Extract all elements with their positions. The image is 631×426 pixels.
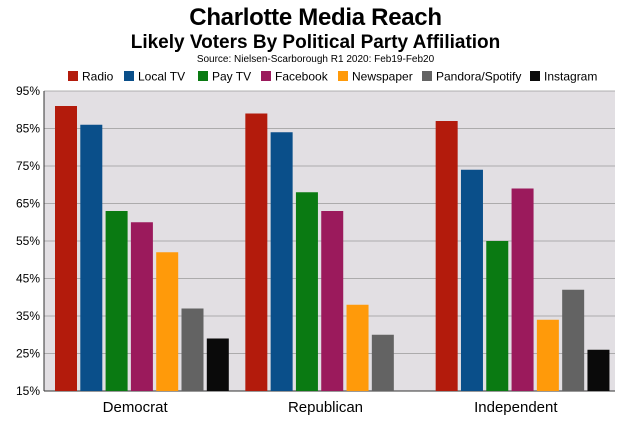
y-tick-label: 35%: [16, 309, 40, 323]
legend-swatch: [338, 71, 348, 81]
legend-swatch: [261, 71, 271, 81]
bar: [270, 132, 293, 391]
bar: [587, 349, 610, 391]
legend-swatch: [124, 71, 134, 81]
chart-title: Charlotte Media Reach: [189, 4, 442, 31]
y-tick-label: 85%: [16, 122, 40, 136]
bar: [435, 121, 458, 391]
bar: [511, 188, 534, 391]
bar: [295, 192, 318, 391]
y-tick-label: 95%: [16, 84, 40, 98]
bar: [55, 106, 77, 391]
bar: [181, 308, 204, 391]
legend-swatch: [68, 71, 78, 81]
legend-label: Pandora/Spotify: [436, 70, 521, 84]
legend-label: Facebook: [275, 70, 329, 84]
legend-swatch: [530, 71, 540, 81]
legend-label: Radio: [82, 70, 114, 84]
y-tick-label: 65%: [16, 197, 40, 211]
bar: [130, 222, 153, 391]
bar: [206, 338, 229, 391]
y-tick-label: 55%: [16, 234, 40, 248]
bar: [80, 124, 103, 391]
y-tick-label: 25%: [16, 347, 40, 361]
chart-source: Source: Nielsen-Scarborough R1 2020: Feb…: [196, 54, 435, 65]
bar: [460, 169, 483, 391]
bar: [562, 289, 585, 391]
legend-label: Pay TV: [212, 70, 251, 84]
bar: [156, 252, 179, 391]
legend-swatch: [422, 71, 432, 81]
bar: [346, 304, 369, 391]
y-tick-label: 45%: [16, 272, 40, 286]
legend-label: Newspaper: [352, 70, 413, 84]
bar: [105, 211, 128, 391]
bar: [536, 319, 559, 391]
legend-label: Local TV: [138, 70, 185, 84]
x-tick-label: Republican: [288, 399, 363, 416]
x-tick-label: Independent: [474, 399, 558, 416]
bar: [321, 211, 344, 391]
y-tick-label: 75%: [16, 159, 40, 173]
bar: [245, 113, 268, 391]
bar: [486, 241, 509, 391]
chart-subtitle: Likely Voters By Political Party Affilia…: [130, 32, 501, 53]
legend-swatch: [198, 71, 208, 81]
bar: [371, 334, 394, 391]
x-tick-label: Democrat: [103, 399, 169, 416]
legend-label: Instagram: [544, 70, 597, 84]
y-tick-label: 15%: [16, 384, 40, 398]
